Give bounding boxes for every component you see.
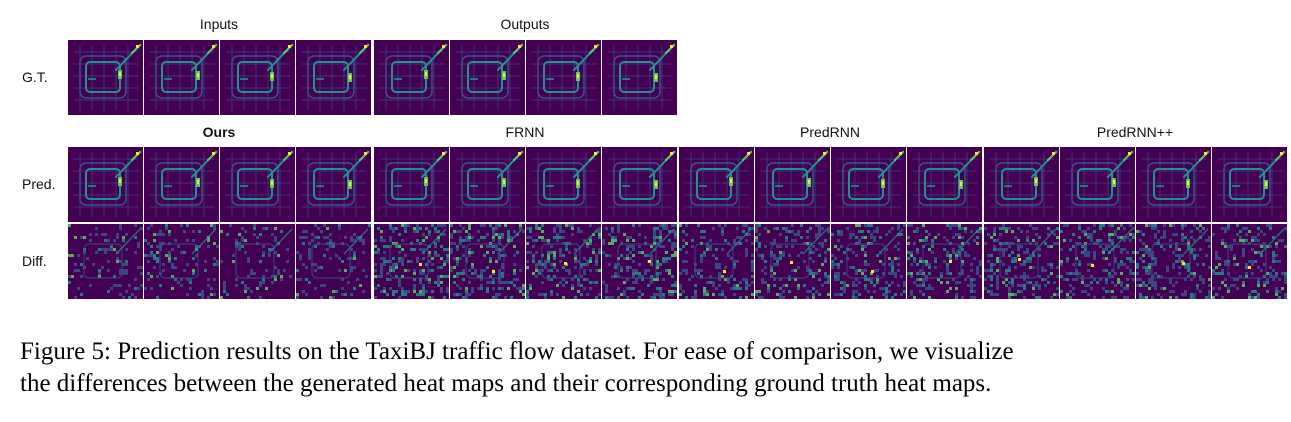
heatmap-tile [984,224,1059,299]
heatmap-tile [602,224,677,299]
heatmap-tile [831,147,906,222]
caption-line-1: Figure 5: Prediction results on the Taxi… [20,338,1014,365]
panel-pred-ours [68,147,371,222]
heatmap-tile [1212,147,1287,222]
heatmap-tile [220,40,295,115]
row-label-gt: G.T. [22,69,48,85]
heatmap-tile [526,40,601,115]
heatmap-tile [984,147,1059,222]
heatmap-tile [296,147,371,222]
panel-diff-predrnnpp [984,224,1287,299]
figure-caption: Figure 5: Prediction results on the Taxi… [20,336,1280,400]
heatmap-tile [602,147,677,222]
heatmap-tile [679,147,754,222]
heatmap-tile [831,224,906,299]
heatmap-tile [450,40,525,115]
heatmap-tile [1136,224,1211,299]
row-label-pred: Pred. [22,176,56,192]
heatmap-tile [1212,224,1287,299]
header-inputs: Inputs [199,16,239,32]
heatmap-tile [220,224,295,299]
header-frnn: FRNN [505,124,545,140]
header-predrnnpp: PredRNN++ [1096,124,1174,140]
panel-gt-inputs [68,40,371,115]
panel-pred-frnn [374,147,677,222]
heatmap-tile [450,147,525,222]
heatmap-tile [68,224,143,299]
header-ours: Ours [202,124,236,140]
heatmap-tile [374,147,449,222]
heatmap-tile [144,224,219,299]
heatmap-tile [450,224,525,299]
heatmap-tile [68,147,143,222]
heatmap-tile [220,147,295,222]
heatmap-tile [755,224,830,299]
heatmap-tile [296,224,371,299]
header-outputs: Outputs [500,16,550,32]
heatmap-tile [68,40,143,115]
heatmap-tile [296,40,371,115]
heatmap-tile [907,147,982,222]
panel-gt-outputs [374,40,677,115]
heatmap-tile [907,224,982,299]
panel-diff-predrnn [679,224,982,299]
row-label-diff: Diff. [22,253,47,269]
panel-diff-ours [68,224,371,299]
heatmap-tile [374,224,449,299]
panel-diff-frnn [374,224,677,299]
heatmap-tile [755,147,830,222]
heatmap-tile [144,147,219,222]
heatmap-tile [679,224,754,299]
heatmap-tile [526,147,601,222]
heatmap-tile [1060,224,1135,299]
heatmap-tile [526,224,601,299]
heatmap-tile [144,40,219,115]
heatmap-tile [374,40,449,115]
panel-pred-predrnn [679,147,982,222]
header-predrnn: PredRNN [800,124,860,140]
panel-pred-predrnnpp [984,147,1287,222]
heatmap-tile [602,40,677,115]
heatmap-tile [1060,147,1135,222]
heatmap-tile [1136,147,1211,222]
caption-line-2: the differences between the generated he… [20,370,992,397]
